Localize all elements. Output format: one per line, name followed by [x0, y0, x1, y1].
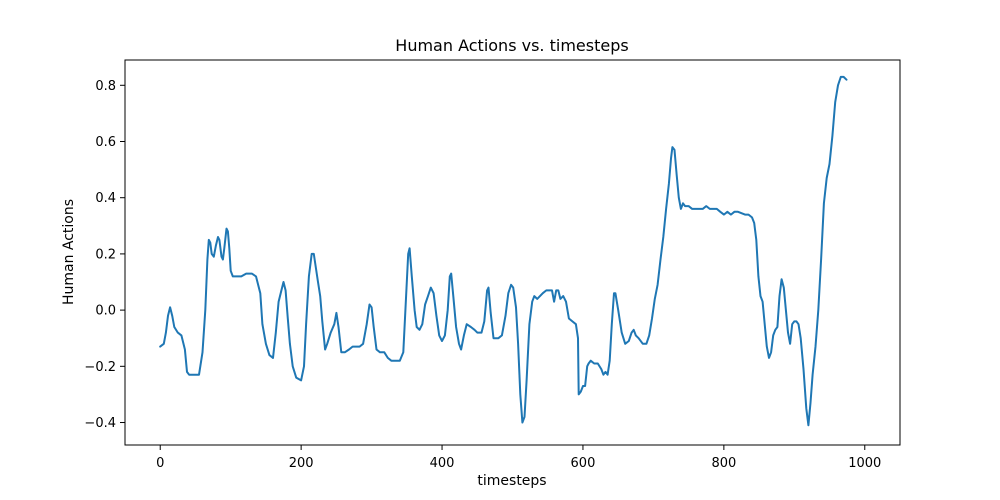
x-tick-label: 200 [289, 456, 314, 471]
y-tick-label: 0.2 [95, 247, 116, 262]
x-tick-label: 800 [711, 456, 736, 471]
series-line [159, 75, 848, 427]
x-tick-label: 600 [571, 456, 596, 471]
y-tick-label: 0.6 [95, 135, 116, 150]
y-tick-label: 0.4 [95, 191, 116, 206]
plot-frame [124, 59, 901, 446]
y-tick-label: 0.0 [95, 304, 116, 319]
x-tick-label: 400 [430, 456, 455, 471]
x-axis-label: timesteps [477, 473, 546, 489]
chart-title: Human Actions vs. timesteps [395, 36, 628, 55]
y-tick-label: 0.8 [95, 79, 116, 94]
y-tick-label: −0.4 [84, 416, 116, 431]
x-tick-label: 0 [156, 456, 164, 471]
y-axis-label: Human Actions [61, 199, 77, 305]
x-tick-label: 1000 [848, 456, 881, 471]
y-tick-label: −0.2 [84, 360, 116, 375]
